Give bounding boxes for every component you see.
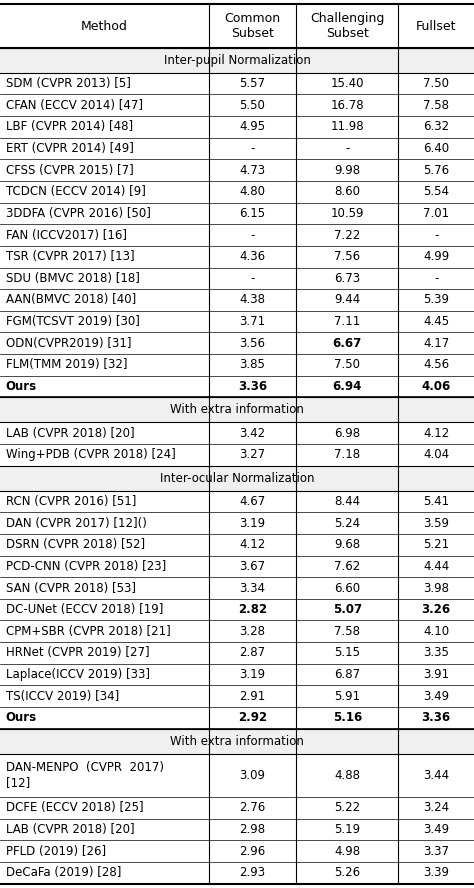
Text: 4.06: 4.06 (421, 380, 451, 393)
Text: 5.07: 5.07 (333, 603, 362, 616)
Text: 3.35: 3.35 (423, 646, 449, 660)
Text: 6.98: 6.98 (334, 426, 360, 440)
Text: 4.04: 4.04 (423, 448, 449, 462)
Text: Ours: Ours (6, 711, 37, 725)
Text: 6.73: 6.73 (334, 272, 360, 285)
Text: 7.58: 7.58 (423, 99, 449, 112)
Text: 4.36: 4.36 (239, 250, 265, 263)
Text: CFAN (ECCV 2014) [47]: CFAN (ECCV 2014) [47] (6, 99, 143, 112)
Text: 4.38: 4.38 (239, 293, 265, 306)
Text: 3.44: 3.44 (423, 769, 449, 781)
Text: 5.22: 5.22 (334, 801, 360, 814)
Text: FGM(TCSVT 2019) [30]: FGM(TCSVT 2019) [30] (6, 315, 139, 329)
Text: 4.56: 4.56 (423, 359, 449, 371)
Text: Method: Method (81, 20, 128, 33)
Text: 5.76: 5.76 (423, 163, 449, 177)
Text: DAN-MENPO  (CVPR  2017)
[12]: DAN-MENPO (CVPR 2017) [12] (6, 761, 164, 789)
Text: 9.98: 9.98 (334, 163, 360, 177)
Text: ODN(CVPR2019) [31]: ODN(CVPR2019) [31] (6, 337, 131, 350)
Text: 3.49: 3.49 (423, 690, 449, 702)
Text: 4.44: 4.44 (423, 559, 449, 573)
Text: 7.50: 7.50 (423, 77, 449, 90)
Text: 2.76: 2.76 (239, 801, 265, 814)
Text: 8.44: 8.44 (334, 495, 360, 508)
Text: 6.94: 6.94 (333, 380, 362, 393)
Text: 2.96: 2.96 (239, 844, 265, 858)
Text: 16.78: 16.78 (330, 99, 364, 112)
Text: 5.54: 5.54 (423, 186, 449, 198)
Text: PCD-CNN (CVPR 2018) [23]: PCD-CNN (CVPR 2018) [23] (6, 559, 166, 573)
Text: AAN(BMVC 2018) [40]: AAN(BMVC 2018) [40] (6, 293, 136, 306)
Text: 3.59: 3.59 (423, 517, 449, 529)
Text: -: - (434, 272, 438, 285)
Text: -: - (250, 142, 255, 155)
Text: 3.24: 3.24 (423, 801, 449, 814)
Text: 3.19: 3.19 (239, 668, 265, 681)
Text: 7.58: 7.58 (334, 625, 360, 638)
Text: 5.39: 5.39 (423, 293, 449, 306)
Text: Fullset: Fullset (416, 20, 456, 33)
Text: 6.32: 6.32 (423, 120, 449, 133)
Text: 5.41: 5.41 (423, 495, 449, 508)
Text: FAN (ICCV2017) [16]: FAN (ICCV2017) [16] (6, 228, 127, 242)
Text: 4.98: 4.98 (334, 844, 360, 858)
Text: FLM(TMM 2019) [32]: FLM(TMM 2019) [32] (6, 359, 127, 371)
Text: 11.98: 11.98 (330, 120, 364, 133)
Text: 6.60: 6.60 (334, 582, 360, 595)
Text: 3.85: 3.85 (239, 359, 265, 371)
Text: 4.10: 4.10 (423, 625, 449, 638)
Text: 4.88: 4.88 (334, 769, 360, 781)
Text: 3.36: 3.36 (421, 711, 451, 725)
Text: 3.49: 3.49 (423, 823, 449, 836)
Text: 4.12: 4.12 (423, 426, 449, 440)
Text: 4.73: 4.73 (239, 163, 265, 177)
Text: 3.56: 3.56 (239, 337, 265, 350)
Text: SDU (BMVC 2018) [18]: SDU (BMVC 2018) [18] (6, 272, 139, 285)
Text: 2.98: 2.98 (239, 823, 265, 836)
Text: ERT (CVPR 2014) [49]: ERT (CVPR 2014) [49] (6, 142, 134, 155)
Bar (0, 398, 474, 423)
Text: RCN (CVPR 2016) [51]: RCN (CVPR 2016) [51] (6, 495, 136, 508)
Text: 5.50: 5.50 (239, 99, 265, 112)
Text: 4.67: 4.67 (239, 495, 265, 508)
Text: 4.45: 4.45 (423, 315, 449, 329)
Text: TCDCN (ECCV 2014) [9]: TCDCN (ECCV 2014) [9] (6, 186, 146, 198)
Text: LAB (CVPR 2018) [20]: LAB (CVPR 2018) [20] (6, 823, 134, 836)
Text: 6.40: 6.40 (423, 142, 449, 155)
Text: 3.39: 3.39 (423, 866, 449, 879)
Text: PFLD (2019) [26]: PFLD (2019) [26] (6, 844, 106, 858)
Text: 6.67: 6.67 (333, 337, 362, 350)
Text: 5.21: 5.21 (423, 538, 449, 551)
Text: Laplace(ICCV 2019) [33]: Laplace(ICCV 2019) [33] (6, 668, 150, 681)
Text: Inter-ocular Normalization: Inter-ocular Normalization (160, 472, 314, 485)
Text: -: - (250, 228, 255, 242)
Text: 3.91: 3.91 (423, 668, 449, 681)
Text: 5.15: 5.15 (334, 646, 360, 660)
Text: 4.17: 4.17 (423, 337, 449, 350)
Text: 3.42: 3.42 (239, 426, 265, 440)
Text: DC-UNet (ECCV 2018) [19]: DC-UNet (ECCV 2018) [19] (6, 603, 163, 616)
Bar (0, 729, 474, 754)
Text: 7.22: 7.22 (334, 228, 360, 242)
Text: 5.57: 5.57 (239, 77, 265, 90)
Text: 15.40: 15.40 (330, 77, 364, 90)
Text: 8.60: 8.60 (334, 186, 360, 198)
Text: SDM (CVPR 2013) [5]: SDM (CVPR 2013) [5] (6, 77, 130, 90)
Text: TS(ICCV 2019) [34]: TS(ICCV 2019) [34] (6, 690, 119, 702)
Bar (0, 48, 474, 73)
Text: 4.95: 4.95 (239, 120, 265, 133)
Text: Inter-pupil Normalization: Inter-pupil Normalization (164, 53, 310, 67)
Text: 7.50: 7.50 (334, 359, 360, 371)
Text: 7.11: 7.11 (334, 315, 360, 329)
Text: 3.37: 3.37 (423, 844, 449, 858)
Text: 4.12: 4.12 (239, 538, 265, 551)
Text: SAN (CVPR 2018) [53]: SAN (CVPR 2018) [53] (6, 582, 136, 595)
Text: 2.92: 2.92 (238, 711, 267, 725)
Text: 2.82: 2.82 (238, 603, 267, 616)
Text: With extra information: With extra information (170, 734, 304, 748)
Text: DeCaFa (2019) [28]: DeCaFa (2019) [28] (6, 866, 121, 879)
Text: TSR (CVPR 2017) [13]: TSR (CVPR 2017) [13] (6, 250, 134, 263)
Text: 3.71: 3.71 (239, 315, 265, 329)
Text: 7.18: 7.18 (334, 448, 360, 462)
Text: 7.01: 7.01 (423, 207, 449, 220)
